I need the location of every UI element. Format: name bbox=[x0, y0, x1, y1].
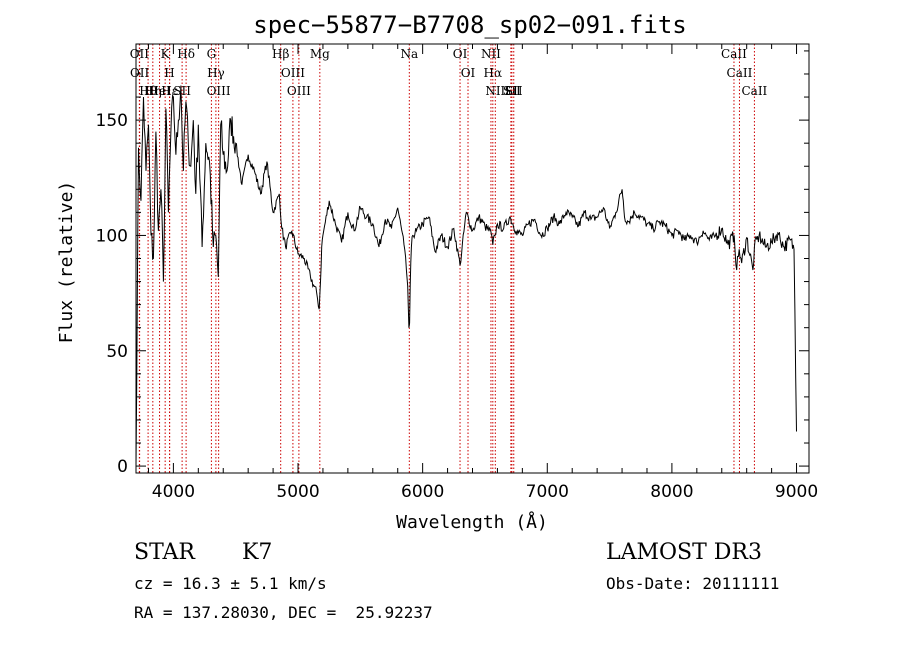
object-class: STAR bbox=[134, 540, 195, 565]
y-axis-label: Flux (relative) bbox=[56, 181, 77, 344]
marker-label: OII bbox=[130, 47, 150, 61]
spectrum-chart: spec−55877−B7708_sp02−091.fits OIIOIIHθH… bbox=[56, 11, 818, 533]
x-tick-label: 5000 bbox=[276, 482, 319, 502]
y-tick-label: 100 bbox=[96, 226, 128, 246]
marker-label: SII bbox=[173, 84, 191, 98]
marker-label: Hη bbox=[144, 84, 162, 98]
marker-label: OIII bbox=[207, 84, 231, 98]
survey-name: LAMOST DR3 bbox=[606, 540, 762, 565]
marker-label: OIII bbox=[281, 66, 305, 80]
x-tick-label: 8000 bbox=[650, 482, 693, 502]
marker-label: OI bbox=[461, 66, 476, 80]
marker-label: OI bbox=[453, 47, 468, 61]
spectrum-line bbox=[135, 85, 797, 467]
spectrum-series bbox=[135, 85, 797, 467]
marker-label: NII bbox=[485, 84, 505, 98]
redshift-info: cz = 16.3 ± 5.1 km/s bbox=[134, 574, 327, 593]
marker-label: Li bbox=[505, 84, 517, 98]
marker-label: SII bbox=[505, 84, 523, 98]
marker-label: Na bbox=[400, 47, 418, 61]
x-axis-label: Wavelength (Å) bbox=[396, 511, 548, 533]
y-tick-label: 150 bbox=[96, 111, 128, 131]
marker-label: NII bbox=[481, 47, 501, 61]
marker-label: Hα bbox=[484, 66, 503, 80]
obs-date: Obs-Date: 20111111 bbox=[606, 574, 780, 593]
subclass: K7 bbox=[242, 540, 273, 565]
marker-label: OIII bbox=[287, 84, 311, 98]
marker-label: G bbox=[207, 47, 217, 61]
marker-label: CaII bbox=[741, 84, 767, 98]
marker-label: Mg bbox=[310, 47, 330, 61]
marker-label: Hγ bbox=[207, 66, 225, 80]
x-tick-label: 7000 bbox=[526, 482, 569, 502]
marker-label: SII bbox=[503, 84, 521, 98]
x-tick-label: 6000 bbox=[401, 482, 444, 502]
marker-label: K bbox=[161, 47, 171, 61]
marker-label: Hε bbox=[161, 84, 178, 98]
marker-label: OII bbox=[130, 66, 150, 80]
chart-title: spec−55877−B7708_sp02−091.fits bbox=[253, 11, 686, 39]
marker-label: CaII bbox=[721, 47, 747, 61]
x-tick-label: 4000 bbox=[152, 482, 195, 502]
marker-label: Hβ bbox=[272, 47, 289, 61]
y-tick-label: 0 bbox=[117, 457, 128, 477]
marker-label: Hδ bbox=[177, 47, 195, 61]
plot-frame bbox=[135, 43, 810, 474]
coordinates: RA = 137.28030, DEC = 25.92237 bbox=[134, 603, 433, 622]
marker-label: CaII bbox=[727, 66, 753, 80]
axis-ticks: 4000 5000 6000 7000 8000 9000 0 50 100 150 bbox=[96, 44, 818, 502]
x-tick-label: 9000 bbox=[775, 482, 818, 502]
y-tick-label: 50 bbox=[106, 342, 128, 362]
